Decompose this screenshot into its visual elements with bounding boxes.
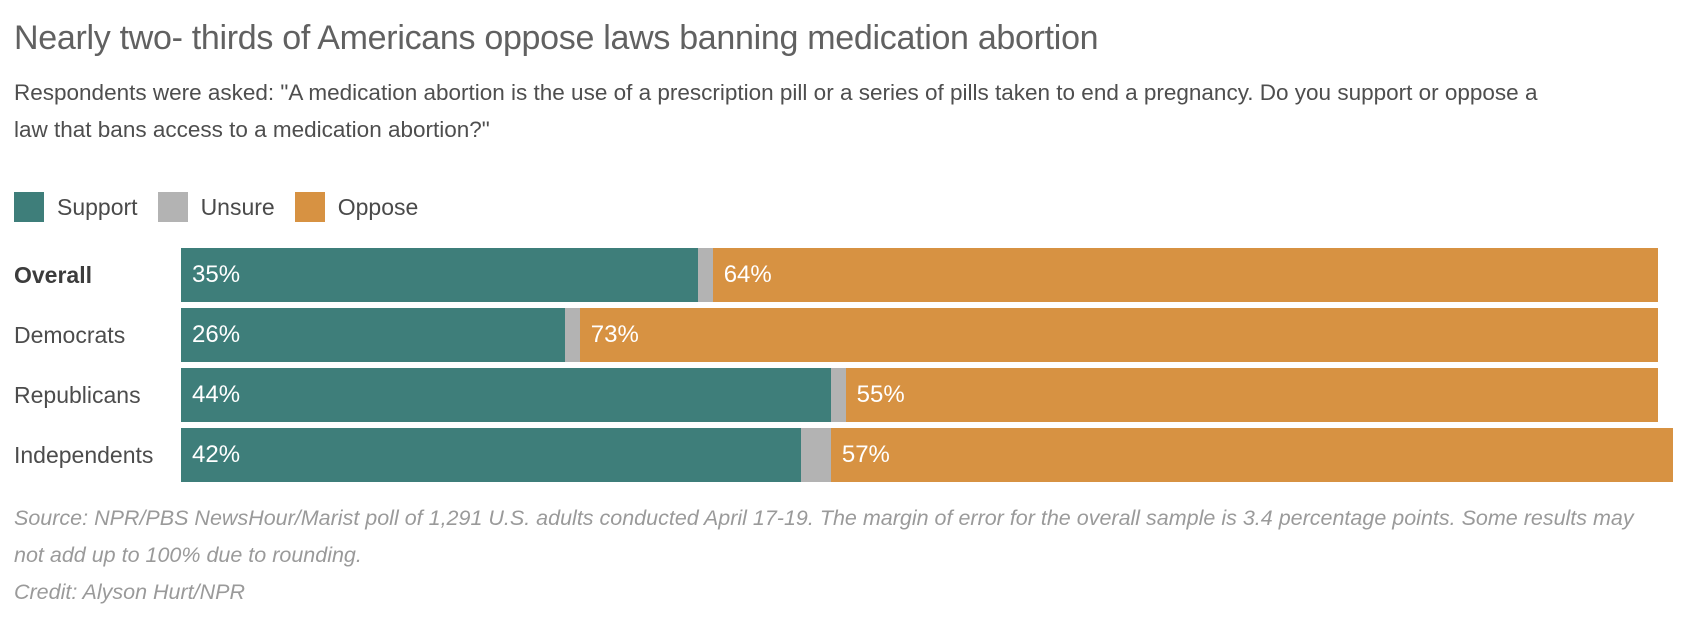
bar-value-label: 44% [192, 381, 241, 408]
legend-item-oppose: Oppose [294, 192, 419, 222]
bar-value-label: 64% [723, 261, 772, 288]
bar-track: 35% 64% [181, 248, 1658, 302]
bar-segment-unsure [697, 248, 713, 302]
legend-label: Unsure [200, 193, 275, 220]
source-note: Source: NPR/PBS NewsHour/Marist poll of … [14, 506, 1634, 567]
bar-segment-oppose: 55% [845, 368, 1658, 422]
bar-segment-support: 42% [181, 428, 802, 482]
bar-segment-oppose: 57% [830, 428, 1673, 482]
bar-value-label: 55% [856, 381, 905, 408]
row-label: Overall [14, 261, 92, 288]
legend-label: Support [57, 193, 138, 220]
row-label: Republicans [14, 381, 141, 408]
stacked-bar-chart: Overall 35% 64% Democrats 26% 73% Republicans 4… [14, 248, 1673, 482]
bar-row-independents: Independents 42% 57% [14, 428, 1673, 482]
legend-swatch-support [14, 192, 44, 222]
legend-swatch-unsure [157, 192, 188, 222]
row-label: Democrats [14, 321, 126, 348]
bar-segment-support: 26% [181, 308, 566, 362]
bar-value-label: 35% [192, 261, 241, 288]
chart-title: Nearly two- thirds of Americans oppose l… [14, 19, 1099, 57]
legend-item-support: Support [14, 192, 138, 222]
bar-segment-unsure [801, 428, 831, 482]
chart-card: Nearly two- thirds of Americans oppose l… [14, 19, 1673, 604]
bar-track: 44% 55% [181, 368, 1658, 422]
bar-track: 26% 73% [181, 308, 1658, 362]
bar-row-overall: Overall 35% 64% [14, 248, 1658, 302]
bar-row-republicans: Republicans 44% 55% [14, 368, 1658, 422]
bar-row-democrats: Democrats 26% 73% [14, 308, 1658, 362]
bar-value-label: 57% [841, 441, 890, 468]
bar-value-label: 42% [192, 441, 241, 468]
row-label: Independents [14, 441, 154, 468]
legend-item-unsure: Unsure [157, 192, 275, 222]
bar-track: 42% 57% [181, 428, 1673, 482]
legend-swatch-oppose [294, 192, 325, 222]
bar-segment-oppose: 73% [579, 308, 1658, 362]
chart-subtitle: Respondents were asked: "A medication ab… [14, 80, 1538, 142]
bar-value-label: 26% [192, 321, 241, 348]
bar-segment-support: 44% [181, 368, 831, 422]
bar-segment-unsure [830, 368, 846, 422]
credit-note: Credit: Alyson Hurt/NPR [14, 580, 245, 604]
bar-segment-oppose: 64% [712, 248, 1658, 302]
bar-segment-support: 35% [181, 248, 698, 302]
bar-value-label: 73% [590, 321, 639, 348]
legend: Support Unsure Oppose [14, 192, 1658, 222]
legend-label: Oppose [337, 193, 419, 220]
bar-segment-unsure [565, 308, 580, 362]
